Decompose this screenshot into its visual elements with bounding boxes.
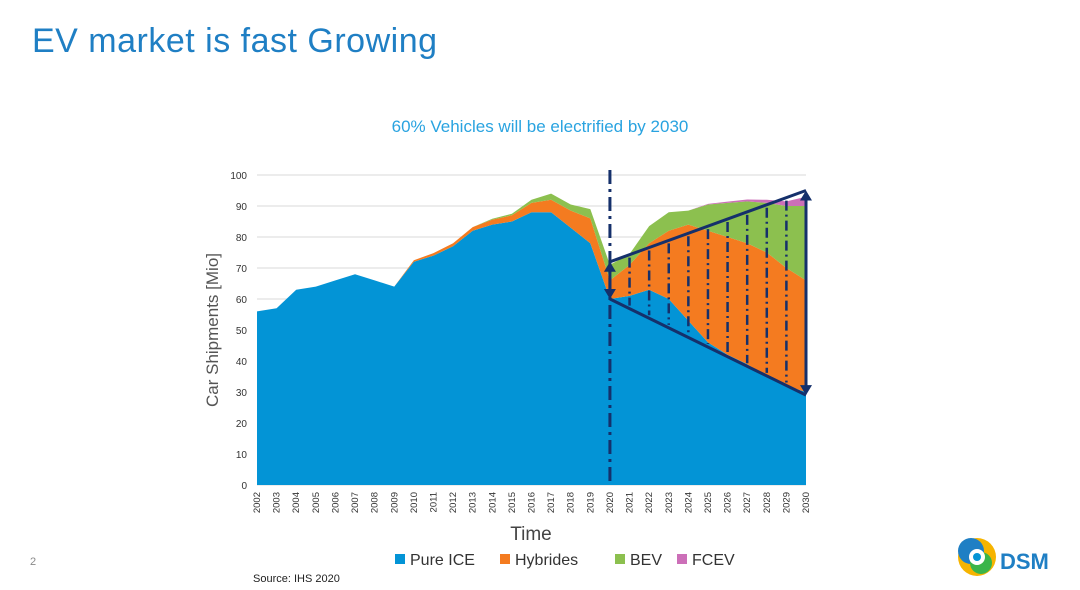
cone-upper-edge: [609, 189, 807, 264]
y-tick-label: 80: [236, 233, 248, 244]
x-tick-label: 2016: [527, 492, 538, 513]
arrow-head-down-icon: [800, 385, 812, 396]
x-tick-label: 2005: [311, 492, 322, 513]
arrow-head-up-icon: [603, 261, 616, 272]
x-tick-label: 2028: [762, 492, 773, 513]
x-tick-label: 2027: [742, 492, 753, 513]
x-tick-label: 2022: [644, 492, 655, 513]
y-axis-ticks: 0 10 20 30 40 50 60 70 80 90 100: [230, 171, 247, 492]
x-tick-label: 2002: [252, 492, 263, 513]
x-tick-label: 2004: [291, 492, 302, 513]
x-tick-label: 2020: [605, 492, 616, 513]
x-tick-label: 2006: [330, 492, 341, 513]
legend-label: BEV: [630, 552, 662, 569]
forecast-annotations: [603, 170, 812, 485]
legend-label: Pure ICE: [410, 552, 475, 569]
y-tick-label: 30: [236, 388, 248, 399]
x-tick-label: 2019: [585, 492, 596, 513]
x-tick-label: 2010: [409, 492, 420, 513]
y-tick-label: 90: [236, 202, 248, 213]
legend-swatch: [395, 554, 405, 564]
source-note: Source: IHS 2020: [253, 573, 340, 585]
slide-number: 2: [30, 556, 37, 568]
arrow-head-up-icon: [800, 190, 812, 201]
x-axis-ticks: 2002 2003 2004 2005 2006 2007 2008 2009 2010 2011…: [252, 492, 812, 513]
legend-label: Hybrides: [515, 552, 578, 569]
y-tick-label: 20: [236, 419, 248, 430]
x-tick-label: 2013: [468, 492, 479, 513]
y-tick-label: 60: [236, 295, 248, 306]
x-tick-label: 2012: [448, 492, 459, 513]
legend-label: FCEV: [692, 552, 735, 569]
x-tick-label: 2009: [389, 492, 400, 513]
y-tick-label: 10: [236, 450, 248, 461]
x-tick-label: 2017: [546, 492, 557, 513]
chart-legend: Pure ICE Hybrides BEV FCEV: [395, 552, 735, 569]
x-tick-label: 2003: [272, 492, 283, 513]
legend-swatch: [500, 554, 510, 564]
legend-swatch: [677, 554, 687, 564]
y-tick-label: 70: [236, 264, 248, 275]
x-tick-label: 2030: [801, 492, 812, 513]
arrow-head-down-icon: [603, 289, 616, 299]
y-tick-label: 0: [241, 481, 247, 492]
logo-text: DSM: [1000, 549, 1049, 574]
x-tick-label: 2011: [428, 492, 439, 512]
x-tick-label: 2023: [664, 492, 675, 513]
y-tick-label: 100: [230, 171, 247, 182]
series-area-bev: [257, 193, 806, 312]
y-tick-label: 40: [236, 357, 248, 368]
series-area-pure-ice: [257, 212, 806, 485]
y-tick-label: 50: [236, 326, 248, 337]
x-tick-label: 2025: [703, 492, 714, 513]
dsm-logo-icon: [958, 538, 996, 576]
x-tick-label: 2014: [487, 492, 498, 513]
x-tick-label: 2024: [683, 492, 694, 513]
x-tick-label: 2026: [723, 492, 734, 513]
x-axis-label: Time: [510, 524, 552, 545]
x-tick-label: 2029: [781, 492, 792, 513]
x-tick-label: 2018: [566, 492, 577, 513]
legend-swatch: [615, 554, 625, 564]
cone-lower-edge: [609, 297, 807, 397]
chart-subtitle: 60% Vehicles will be electrified by 2030: [391, 117, 689, 136]
x-tick-label: 2007: [350, 492, 361, 513]
y-axis-label: Car Shipments [Mio]: [203, 253, 222, 407]
x-tick-label: 2015: [507, 492, 518, 513]
slide-title: EV market is fast Growing: [32, 22, 438, 60]
x-tick-label: 2021: [625, 492, 636, 513]
x-tick-label: 2008: [370, 492, 381, 513]
